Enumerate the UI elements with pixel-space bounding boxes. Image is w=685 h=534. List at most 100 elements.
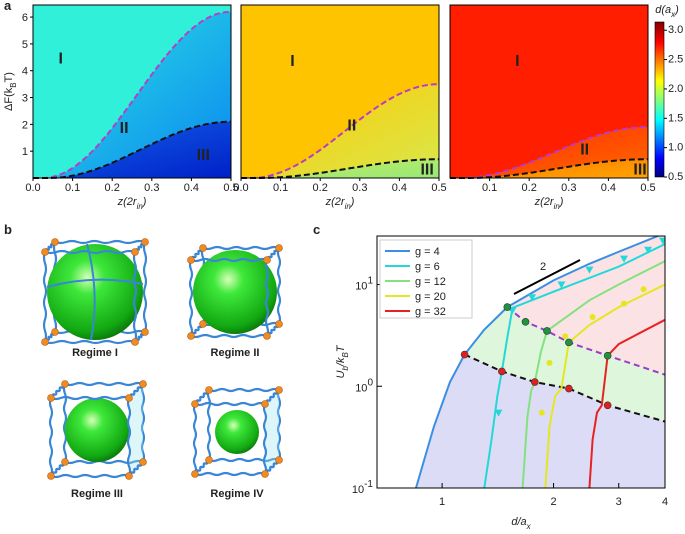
regime-label: III (197, 147, 210, 164)
cube-face (129, 384, 143, 476)
label-part: ) (349, 196, 355, 208)
polymer-strand (42, 251, 48, 343)
nanoparticle (193, 250, 277, 334)
x-tick-label: 0.5 (640, 182, 655, 194)
colorbar-title: d(ax) (655, 4, 679, 19)
y-tick-label: 1 (22, 146, 28, 158)
plot-frame (240, 4, 440, 179)
label-part: in (345, 202, 352, 211)
label-part: x (670, 10, 676, 19)
polymer-strand (140, 383, 146, 463)
regime-caption: Regime III (71, 488, 123, 500)
boundary-upper (241, 83, 440, 179)
label-part: B (341, 352, 350, 357)
transition-point (503, 303, 512, 311)
boundary-upper (450, 126, 649, 179)
series-line (483, 243, 665, 488)
tick-base: 10 (355, 281, 367, 293)
transition-point (603, 351, 612, 360)
regime-label: I (58, 50, 62, 67)
polymer-strand (50, 395, 130, 401)
x-tick-label: 0.0 (25, 182, 40, 194)
polymer-strand (190, 257, 268, 263)
polymer-strand (206, 389, 212, 461)
transition-point (565, 338, 573, 347)
x-tick-label: 0.1 (65, 182, 80, 194)
label-part: d(a (655, 4, 671, 16)
polymer-strand (142, 241, 148, 333)
crosslinker (261, 470, 269, 478)
series-line (521, 260, 665, 488)
polymer-strand (192, 403, 198, 475)
polymer-strand (48, 397, 54, 477)
polymer-strand (126, 397, 132, 477)
sim-dot (538, 409, 545, 416)
transition-point (498, 367, 506, 376)
plot-frame (32, 4, 232, 179)
x-tick-label: 0.5 (223, 182, 238, 194)
y-tick-label: 101 (355, 276, 373, 293)
sim-triangle (528, 294, 537, 302)
sim-triangle (620, 255, 629, 263)
label-part: /k (335, 357, 347, 367)
regime-label: II (120, 120, 129, 137)
crosslinker (205, 386, 213, 394)
sim-dot (589, 313, 596, 320)
sim-triangle (658, 237, 665, 245)
polymer-strand (46, 243, 144, 341)
polymer-strand (62, 383, 68, 463)
label-part: T) (3, 72, 15, 82)
contour-region (241, 84, 439, 178)
boundary-upper (33, 10, 232, 179)
regime-label: I (290, 53, 294, 70)
x-tick-label: 0.2 (313, 182, 328, 194)
polymer-strand (208, 387, 280, 393)
x-tick-label: 1 (439, 496, 445, 508)
sim-dot (621, 300, 628, 307)
sim-dot (640, 286, 647, 293)
label-part: in (554, 202, 561, 211)
label-part: z(2r (534, 196, 555, 208)
crosslinker (131, 338, 139, 346)
colorbar-tick-label: 1.5 (668, 112, 683, 124)
crosslinker (51, 328, 59, 336)
panel-b: b Regime I Regime II Regime III Regime IV (4, 222, 283, 500)
label-part: z(2r (117, 196, 138, 208)
boundary-lower (33, 120, 232, 179)
x-tick-label: 0.3 (561, 182, 576, 194)
crosslinker (187, 332, 195, 340)
crosslinker (275, 386, 283, 394)
polymer-strand (264, 259, 270, 337)
crosslinker (47, 394, 55, 402)
x-axis-label: z(2rin) (117, 196, 147, 211)
x-tick-label: 3 (616, 496, 622, 508)
tick-exponent: 1 (367, 276, 373, 287)
transition-point (603, 401, 612, 410)
y-tick-label: 5 (22, 39, 28, 51)
crosslinker (139, 458, 147, 466)
y-axis-label: Ub/kBT (335, 344, 350, 378)
colorbar (654, 21, 665, 178)
boundary-upper (506, 306, 665, 376)
crosslinker (141, 328, 149, 336)
y-tick-label: 6 (22, 12, 28, 24)
x-tick-label: 0.2 (105, 182, 120, 194)
polymer-strand (188, 259, 194, 337)
legend-label: g = 32 (415, 306, 446, 318)
crosslinker (141, 238, 149, 246)
x-tick-label: 0.2 (522, 182, 537, 194)
nanoparticle (65, 398, 129, 462)
boundary-lower (450, 158, 649, 179)
x-tick-label: 4 (662, 496, 668, 508)
transition-point (565, 384, 573, 393)
crosslinker (139, 380, 147, 388)
label-part: ) (141, 196, 147, 208)
colorbar-tick-label: 2.5 (668, 54, 683, 66)
series-line (415, 236, 661, 488)
x-axis-label: d/ax (511, 516, 531, 531)
regime-caption: Regime I (72, 347, 118, 359)
label-part: T (335, 344, 347, 352)
regime-label: II (347, 117, 356, 134)
